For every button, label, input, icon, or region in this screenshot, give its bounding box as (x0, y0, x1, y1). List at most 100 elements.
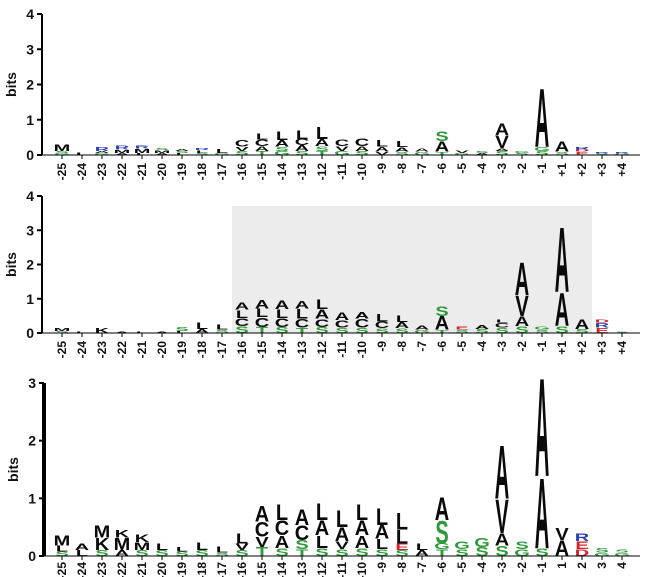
logo-letter: S (575, 328, 589, 334)
x-tick-label: -5 (455, 163, 469, 174)
x-tick-label: -1 (535, 163, 549, 174)
logo-letter: S (275, 326, 288, 335)
logo-letter: G (54, 153, 70, 156)
logo-letter: S (55, 331, 68, 334)
x-tick-label: -12 (315, 341, 329, 359)
logo-letter: S (275, 146, 289, 152)
x-tick-label: -1 (535, 562, 549, 573)
x-tick-label: -25 (55, 163, 69, 181)
logo-letter: C (255, 315, 269, 330)
x-tick-label: +2 (575, 163, 589, 177)
logo-letter: S (455, 548, 468, 558)
logo-letter: A (475, 153, 489, 156)
logo-letter: G (414, 151, 430, 156)
logo-letter: K (95, 534, 110, 554)
logo-letter: S (395, 151, 409, 156)
x-tick-label: -3 (495, 163, 509, 174)
logo-letter: S (95, 549, 108, 558)
logo-letter: A (435, 138, 450, 155)
logo-letter: C (295, 138, 309, 148)
logo-letter: S (355, 150, 369, 156)
x-tick-label: -22 (115, 341, 129, 359)
logo-letter: D (575, 149, 589, 152)
logo-letter: R (95, 146, 110, 152)
logo-letter: L (216, 323, 228, 332)
x-tick-label: -23 (95, 562, 109, 577)
logo-letter: A (275, 532, 290, 552)
logo-letter: S (615, 331, 628, 333)
logo-letter: S (615, 549, 629, 554)
logo-letter: A (315, 138, 329, 149)
x-tick-label: -7 (415, 562, 429, 573)
logo-letter: C (335, 138, 349, 148)
logo-letter: C (275, 316, 289, 330)
x-tick-label: -20 (155, 562, 169, 577)
logo-letter: C (235, 139, 249, 149)
logo-letter: V (495, 490, 509, 544)
x-tick-label: -23 (95, 163, 109, 181)
logo-letter: S (435, 515, 448, 551)
x-tick-label: -3 (495, 341, 509, 352)
logo-letter: L (176, 546, 188, 553)
logo-letter: S (235, 325, 248, 335)
x-tick-label: -18 (195, 341, 209, 359)
x-tick-label: -9 (375, 341, 389, 352)
logo-letter: L (176, 153, 189, 156)
logo-letter: G (454, 153, 470, 156)
logo-letter: A (555, 138, 570, 155)
logo-letter: D (575, 548, 589, 558)
logo-letter: S (435, 303, 448, 319)
logo-letter: A (515, 252, 529, 305)
logo-letter: A (395, 321, 409, 330)
logo-letter: S (515, 325, 528, 335)
y-axis-label: bits (3, 252, 19, 277)
x-tick-label: -16 (235, 341, 249, 359)
logo-letter: S (55, 150, 68, 153)
x-tick-label: +2 (575, 341, 589, 355)
logo-letter: V (515, 292, 529, 323)
x-tick-label: 4 (615, 562, 629, 569)
logo-letter: A (335, 310, 350, 323)
logo-letter: A (315, 518, 330, 540)
logo-letter: G (514, 150, 530, 153)
logo-letter: A (175, 148, 189, 151)
logo-letter: S (195, 153, 208, 156)
logo-letter: T (436, 151, 448, 156)
logo-letter: A (415, 549, 429, 558)
logo-letter: S (375, 328, 388, 335)
logo-letter: R (595, 152, 609, 154)
logo-letter: A (95, 151, 109, 154)
logo-letter: L (376, 503, 388, 530)
logo-letter: A (155, 153, 169, 156)
logo-letter: S (435, 128, 448, 144)
logo-letter: L (356, 500, 368, 525)
logo-letter: S (175, 551, 188, 558)
x-tick-label: -4 (475, 341, 489, 352)
y-tick-label: 0 (26, 325, 34, 341)
logo-letter: S (515, 153, 528, 156)
logo-letter: A (255, 501, 269, 526)
logo-letter: R (135, 145, 150, 150)
logo-letter: G (474, 535, 490, 549)
x-tick-label: -10 (355, 562, 369, 577)
x-tick-label: -25 (55, 562, 69, 577)
logo-letter: S (215, 552, 229, 557)
logo-letter: L (156, 542, 169, 552)
logo-letter: R (575, 531, 590, 543)
logo-letter: T (436, 329, 448, 334)
x-tick-label: 1 (555, 562, 569, 569)
y-tick-label: 1 (26, 112, 34, 128)
logo-letter: S (155, 148, 168, 151)
logo-letter: A (395, 147, 410, 153)
y-tick-label: 0 (26, 147, 34, 163)
x-tick-label: -7 (415, 163, 429, 174)
logo-letter: S (515, 539, 529, 551)
x-tick-label: -6 (435, 163, 449, 174)
x-tick-label: -18 (195, 562, 209, 577)
y-tick-label: 1 (26, 291, 34, 307)
logo-letter: L (56, 545, 68, 554)
x-tick-label: -2 (515, 341, 529, 352)
